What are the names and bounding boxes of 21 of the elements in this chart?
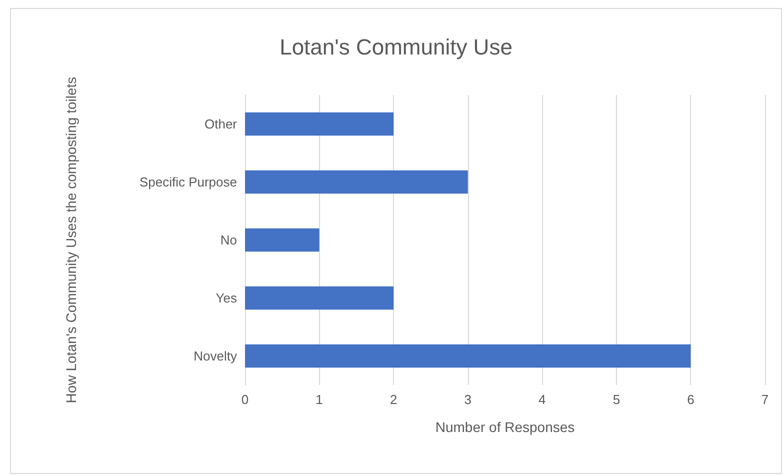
bar bbox=[245, 112, 394, 136]
y-tick-label: Other bbox=[204, 116, 238, 132]
x-axis-title: Number of Responses bbox=[435, 419, 575, 435]
x-tick-label: 5 bbox=[612, 392, 620, 407]
bar bbox=[245, 228, 320, 252]
x-tick-label: 2 bbox=[390, 392, 398, 407]
y-tick-label: Novelty bbox=[194, 348, 238, 364]
bar bbox=[245, 170, 468, 194]
bar bbox=[245, 344, 691, 368]
x-tick-label: 1 bbox=[316, 392, 323, 407]
x-tick-label: 4 bbox=[538, 392, 546, 407]
y-tick-label: No bbox=[220, 232, 237, 248]
x-tick-label: 6 bbox=[687, 392, 694, 407]
x-tick-label: 3 bbox=[464, 392, 472, 407]
chart-title: Lotan's Community Use bbox=[280, 34, 512, 60]
y-tick-label: Specific Purpose bbox=[139, 174, 237, 190]
y-tick-label: Yes bbox=[216, 290, 238, 306]
x-tick-label: 0 bbox=[241, 392, 249, 407]
x-tick-label: 7 bbox=[761, 392, 769, 407]
bar bbox=[245, 286, 394, 310]
y-axis-title: How Lotan's Community Uses the composting toilets bbox=[63, 76, 79, 404]
